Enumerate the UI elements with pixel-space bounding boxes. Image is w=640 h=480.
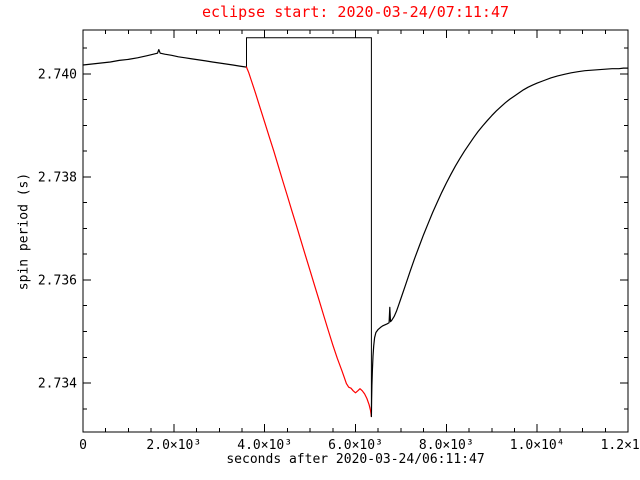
- y-tick-label: 2.734: [38, 377, 77, 392]
- x-tick-label: 4.0×10³: [237, 438, 292, 453]
- axes-frame: [82, 29, 629, 433]
- x-tick-label: 1.2×10⁴: [601, 438, 640, 453]
- series-0-line: [82, 48, 248, 68]
- series-2-line: [370, 67, 629, 418]
- eclipse-interval-box: [246, 37, 372, 417]
- chart-title: eclipse start: 2020-03-24/07:11:47: [201, 3, 510, 21]
- x-tick-label: 8.0×10³: [419, 438, 474, 453]
- x-tick-label: 1.0×10⁴: [510, 438, 565, 453]
- y-axis-label: spin period (s): [16, 172, 32, 291]
- y-tick-label: 2.736: [38, 273, 77, 288]
- x-axis-label: seconds after 2020-03-24/06:11:47: [226, 452, 485, 467]
- x-tick-label: 0: [79, 438, 87, 453]
- series-1-line: [245, 66, 372, 418]
- y-tick-label: 2.740: [38, 67, 77, 82]
- x-tick-label: 6.0×10³: [328, 438, 383, 453]
- x-tick-label: 2.0×10³: [146, 438, 201, 453]
- y-tick-label: 2.738: [38, 170, 77, 185]
